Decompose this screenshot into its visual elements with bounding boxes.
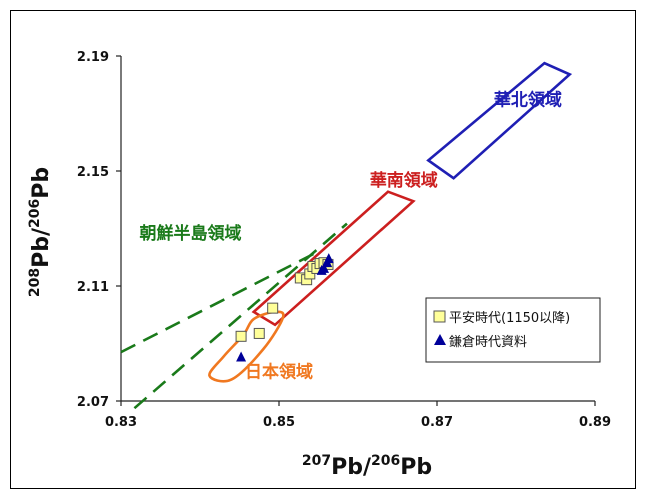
point-s1-0 <box>236 351 247 362</box>
point-s0-0 <box>235 330 247 342</box>
region-outline-2 <box>208 310 285 383</box>
legend: 平安時代(1150以降) 鎌倉時代資料 <box>425 297 601 363</box>
point-s1-4 <box>323 253 334 264</box>
points <box>235 253 334 362</box>
y-label-sup1: 208 <box>27 268 43 297</box>
x-tick-label: 0.89 <box>579 415 611 430</box>
point-s0-1 <box>253 327 265 339</box>
y-tick-label: 2.15 <box>77 165 109 180</box>
x-label-base1: Pb/ <box>331 455 372 480</box>
legend-marker-kamakura <box>434 334 446 345</box>
x-tick-label: 0.87 <box>421 415 453 430</box>
y-label-base1: Pb/ <box>29 227 54 268</box>
region-line-3-0 <box>120 251 317 354</box>
x-label-sup1: 207 <box>302 453 331 469</box>
legend-label-kamakura: 鎌倉時代資料 <box>449 335 527 350</box>
region-label-2: 日本領域 <box>245 362 313 383</box>
x-tick-label: 0.83 <box>105 415 137 430</box>
x-axis-label: 207Pb/206Pb <box>302 453 432 480</box>
region-line-3-1 <box>133 222 348 410</box>
y-axis-label: 208Pb/206Pb <box>27 167 54 297</box>
region-label-3: 朝鮮半島領域 <box>140 223 242 244</box>
point-s0-2 <box>267 302 279 314</box>
y-tick-label: 2.11 <box>77 280 109 295</box>
legend-marker-heian <box>433 310 446 323</box>
legend-box <box>425 297 601 363</box>
legend-label-heian: 平安時代(1150以降) <box>449 311 570 326</box>
region-outline-1 <box>251 190 416 327</box>
region-label-0: 華北領域 <box>494 90 562 111</box>
axes <box>120 56 595 402</box>
point-s1-2 <box>319 262 330 273</box>
y-label-base2: Pb <box>29 167 54 199</box>
x-tick-label: 0.85 <box>263 415 295 430</box>
region-outline-0 <box>426 61 573 180</box>
y-tick-label: 2.19 <box>77 50 109 65</box>
x-label-base2: Pb <box>400 455 432 480</box>
x-label-sup2: 206 <box>371 453 400 469</box>
ticks: 2.07 2.11 2.15 2.19 0.83 0.85 0.87 0.89 <box>77 50 611 430</box>
region-label-1: 華南領域 <box>370 170 438 191</box>
y-tick-label: 2.07 <box>77 395 109 410</box>
y-label-sup2: 206 <box>27 199 43 228</box>
